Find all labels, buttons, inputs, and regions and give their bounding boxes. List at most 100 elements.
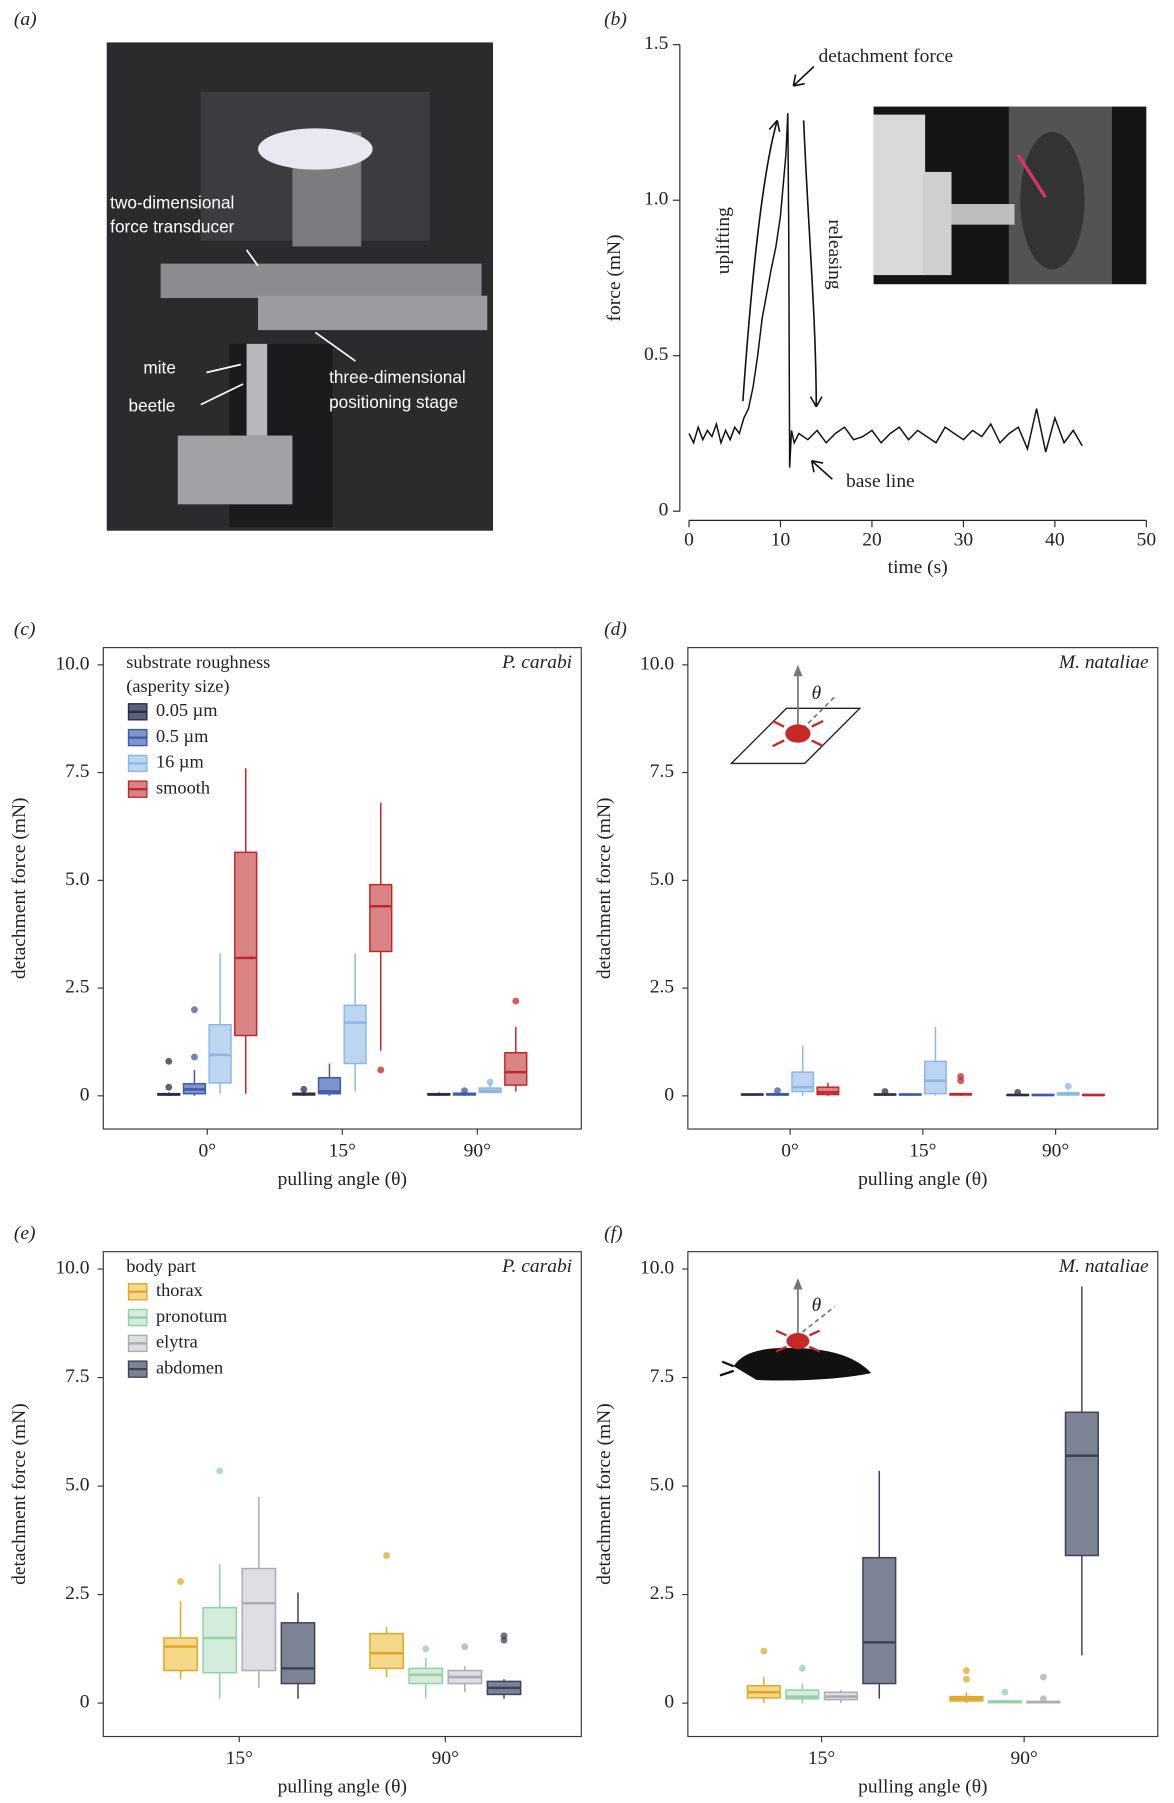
box xyxy=(317,1076,342,1095)
x-tick-label: 90° xyxy=(464,1140,491,1161)
panel-title: M. nataliae xyxy=(1058,1256,1149,1277)
annotation-arrows xyxy=(742,65,833,480)
y-tick-label: 10.0 xyxy=(55,1258,89,1279)
x-tick-label: 0° xyxy=(781,1140,799,1161)
mite xyxy=(785,724,811,743)
outlier xyxy=(962,1667,970,1674)
inset-arrow xyxy=(1016,153,1047,199)
panel-border xyxy=(102,1251,582,1738)
y-tick-label: 1.0 xyxy=(644,189,668,210)
y-tick-label: 0 xyxy=(80,1692,90,1713)
y-tick-label: 0 xyxy=(664,1692,674,1713)
arrow xyxy=(810,459,833,480)
outlier xyxy=(962,1675,970,1683)
mite-legs xyxy=(775,1329,821,1353)
y-tick-label: 0.5 xyxy=(644,344,668,365)
pointer xyxy=(200,383,244,406)
y-tick-label: 2.5 xyxy=(65,1583,89,1604)
outlier xyxy=(1001,1688,1009,1696)
outlier xyxy=(461,1087,468,1095)
legend-label: 16 µm xyxy=(156,752,204,772)
inset-label: θ xyxy=(812,683,822,704)
x-axis-title: pulling angle (θ) xyxy=(858,1777,987,1798)
photo-annotation: beetle xyxy=(129,395,176,415)
legend-label: thorax xyxy=(156,1280,203,1300)
box xyxy=(343,1004,367,1065)
y-tick-label: 5.0 xyxy=(65,869,89,890)
panel-label: (a) xyxy=(14,9,37,30)
arrow xyxy=(801,1306,836,1333)
y-axis-title: detachment force (mN) xyxy=(594,798,615,980)
legend-label: abdomen xyxy=(156,1357,223,1377)
x-tick-label: 40 xyxy=(1045,529,1064,550)
plane xyxy=(729,707,862,765)
x-tick-label: 20 xyxy=(862,529,881,550)
outlier xyxy=(422,1645,430,1653)
outlier xyxy=(512,997,520,1005)
legend-label: elytra xyxy=(156,1332,198,1352)
x-tick-label: 15° xyxy=(909,1140,936,1161)
box xyxy=(369,1632,404,1670)
arrow xyxy=(802,120,823,408)
photo-detail xyxy=(258,295,488,331)
annotation: base line xyxy=(846,471,915,492)
outlier xyxy=(774,1087,781,1095)
photo-annotation: two-dimensional xyxy=(110,193,234,213)
panel-label: (b) xyxy=(604,9,627,30)
box xyxy=(1064,1411,1099,1557)
x-tick-label: 15° xyxy=(808,1748,835,1769)
y-tick-label: 0 xyxy=(659,500,669,521)
x-tick-label: 90° xyxy=(432,1748,459,1769)
outlier xyxy=(1014,1088,1022,1096)
box xyxy=(234,851,258,1037)
panel-border xyxy=(687,647,1159,1130)
mite-legs xyxy=(772,719,824,748)
outlier xyxy=(798,1664,806,1672)
arrow xyxy=(742,119,781,402)
legend-label: smooth xyxy=(156,777,210,797)
x-tick-label: 10 xyxy=(771,529,790,550)
outlier xyxy=(461,1643,469,1651)
legend-label: 0.5 µm xyxy=(156,726,208,746)
annotation: detachment force xyxy=(819,46,954,67)
photo-detail xyxy=(246,343,268,436)
outlier xyxy=(377,1066,385,1074)
box xyxy=(280,1622,316,1685)
legend-title: body part xyxy=(126,1256,196,1276)
outlier xyxy=(165,1057,173,1065)
arrowhead xyxy=(793,1278,803,1290)
photo-detail xyxy=(258,128,373,170)
outlier xyxy=(760,1647,768,1655)
y-tick-label: 5.0 xyxy=(65,1475,89,1496)
outlier xyxy=(486,1078,494,1086)
outlier xyxy=(1039,1673,1047,1681)
photo-panel xyxy=(106,42,494,531)
outlier xyxy=(1064,1082,1072,1090)
x-tick-label: 90° xyxy=(1042,1140,1069,1161)
photo-annotation: positioning stage xyxy=(329,392,458,412)
panel-title: P. carabi xyxy=(501,1256,572,1277)
arrowhead xyxy=(793,664,803,677)
y-tick-label: 0 xyxy=(80,1084,90,1105)
outlier xyxy=(300,1085,308,1093)
panel-label: (f) xyxy=(604,1223,622,1244)
outlier xyxy=(500,1636,508,1644)
x-tick-label: 0° xyxy=(198,1140,216,1161)
legend-title: (asperity size) xyxy=(126,676,229,697)
legend-label: pronotum xyxy=(156,1306,227,1326)
inset-detail xyxy=(922,171,952,276)
legend-label: 0.05 µm xyxy=(156,700,217,720)
legend-title: substrate roughness xyxy=(126,652,270,672)
outlier xyxy=(881,1088,889,1095)
outlier xyxy=(190,1006,198,1014)
beetle xyxy=(733,1347,872,1381)
outlier xyxy=(177,1578,184,1585)
x-tick-label: 30 xyxy=(954,529,973,550)
photo-annotation: force transducer xyxy=(110,217,234,237)
box xyxy=(241,1567,277,1672)
y-tick-label: 10.0 xyxy=(640,1258,674,1279)
mite xyxy=(786,1333,810,1350)
inset-detail xyxy=(951,204,1015,225)
